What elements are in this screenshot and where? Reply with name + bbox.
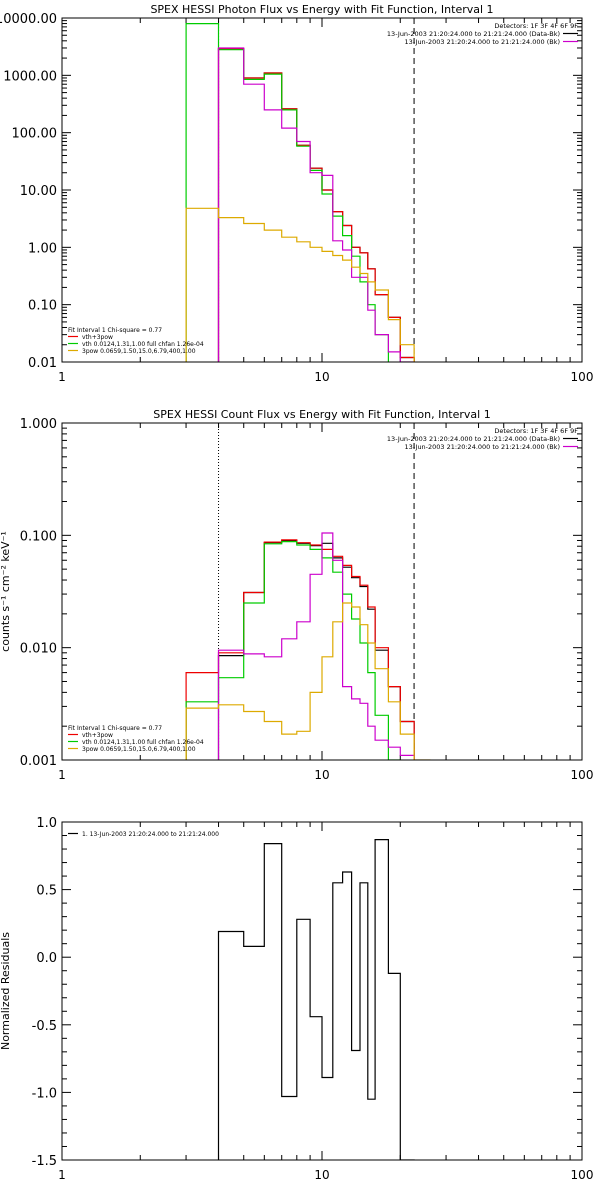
legend: 1. 13-Jun-2003 21:20:24.000 to 21:21:24.… — [68, 831, 219, 838]
power-law-component-series — [185, 207, 415, 362]
legend: Fit Interval 1 Chi-square = 0.77vth+3pow… — [68, 327, 204, 355]
x-tick-label: 10 — [314, 370, 329, 384]
x-tick-label: 100 — [571, 1168, 594, 1182]
x-tick-label: 1 — [58, 370, 66, 384]
y-tick-label: 0.0 — [36, 951, 57, 966]
y-tick-label: 0.5 — [36, 884, 57, 899]
plot-frame — [61, 821, 583, 1161]
y-tick-label: -0.5 — [32, 1019, 57, 1034]
y-tick-label: 100.00 — [12, 127, 58, 142]
chart-title: SPEX HESSI Photon Flux vs Energy with Fi… — [150, 3, 493, 16]
x-tick-label: 100 — [571, 768, 594, 782]
y-axis-label: counts s⁻¹ cm⁻² keV⁻¹ — [0, 531, 12, 652]
header-line: 13-Jun-2003 21:20:24.000 to 21:21:24.000… — [387, 30, 560, 38]
panel-2: SPEX HESSI Count Flux vs Energy with Fit… — [0, 408, 593, 782]
y-tick-label: 0.001 — [20, 754, 57, 769]
data-minus-bk-series — [217, 539, 415, 760]
legend-entry: 3pow 0.0659,1.50,15.0,6.79,400,1.00 — [82, 348, 196, 355]
y-tick-label: 1.000 — [20, 417, 57, 432]
residuals-series — [217, 839, 415, 1160]
x-axis: 1 10 100 — [58, 822, 593, 1182]
x-tick-label: 1 — [58, 1168, 66, 1182]
legend-entry: vth+3pow — [82, 732, 113, 739]
legend: Fit Interval 1 Chi-square = 0.77vth+3pow… — [68, 725, 204, 753]
series-group — [217, 839, 415, 1160]
panel-1: SPEX HESSI Photon Flux vs Energy with Fi… — [0, 3, 593, 384]
y-axis: 0.001 0.010 0.100 1.000 — [20, 417, 582, 769]
legend-entry: vth 0.0124,1.31,1.00 full chfan 1.26e-04 — [82, 739, 204, 746]
total-fit-series — [185, 539, 415, 760]
y-axis: -1.5 -1.0 -0.5 0.0 0.5 1.0 — [32, 816, 582, 1169]
header-line: Detectors: 1F 3F 4F 6F 9F — [494, 427, 578, 435]
header-line: 13-Jun-2003 21:20:24.000 to 21:21:24.000… — [387, 435, 560, 443]
power-law-component-series — [185, 602, 431, 760]
y-axis-label: Normalized Residuals — [0, 932, 12, 1050]
thermal-component-series — [185, 23, 401, 362]
y-tick-label: 10.00 — [20, 184, 57, 199]
legend-entry: 1. 13-Jun-2003 21:20:24.000 to 21:21:24.… — [82, 831, 219, 838]
total-fit-series — [217, 48, 415, 362]
y-tick-label: 0.10 — [28, 299, 57, 314]
header-line: Detectors: 1F 3F 4F 6F 9F — [494, 22, 578, 30]
x-tick-label: 1 — [58, 768, 66, 782]
y-tick-label: 0.010 — [20, 642, 57, 657]
y-tick-label: 10000.00 — [0, 12, 57, 27]
legend-entry: vth+3pow — [82, 334, 113, 341]
chart-title: SPEX HESSI Count Flux vs Energy with Fit… — [153, 408, 490, 421]
legend-entry: vth 0.0124,1.31,1.00 full chfan 1.26e-04 — [82, 341, 204, 348]
y-tick-label: 1000.00 — [3, 69, 57, 84]
data-minus-bk-series — [217, 48, 415, 362]
x-tick-label: 10 — [314, 768, 329, 782]
y-tick-label: 0.01 — [28, 356, 57, 371]
y-axis: 0.01 0.10 1.00 10.00 100.00 1000.00 10000.00 — [0, 12, 582, 371]
plot-frame — [61, 422, 583, 761]
y-tick-label: 1.00 — [28, 241, 57, 256]
series-group — [185, 23, 415, 362]
plot-frame — [61, 17, 583, 363]
legend-entry: 3pow 0.0659,1.50,15.0,6.79,400,1.00 — [82, 746, 196, 753]
x-tick-label: 10 — [314, 1168, 329, 1182]
header-line: 13-Jun-2003 21:20:24.000 to 21:21:24.000… — [405, 38, 560, 46]
y-tick-label: 1.0 — [36, 816, 57, 831]
background-series — [217, 532, 415, 760]
panel-3: Normalized Residuals 1 10 100 -1.5 -1.0 -0.5 0.… — [0, 816, 593, 1182]
legend-entry: Fit Interval 1 Chi-square = 0.77 — [68, 725, 162, 732]
y-tick-label: 0.100 — [20, 529, 57, 544]
x-axis: 1 10 100 — [58, 423, 593, 782]
legend-entry: Fit Interval 1 Chi-square = 0.77 — [68, 327, 162, 334]
series-group — [185, 532, 431, 760]
background-series — [217, 47, 415, 362]
x-tick-label: 100 — [571, 370, 594, 384]
y-tick-label: -1.5 — [32, 1154, 57, 1169]
y-tick-label: -1.0 — [32, 1086, 57, 1101]
header-line: 13-Jun-2003 21:20:24.000 to 21:21:24.000… — [405, 443, 560, 451]
x-axis: 1 10 100 — [58, 18, 593, 384]
